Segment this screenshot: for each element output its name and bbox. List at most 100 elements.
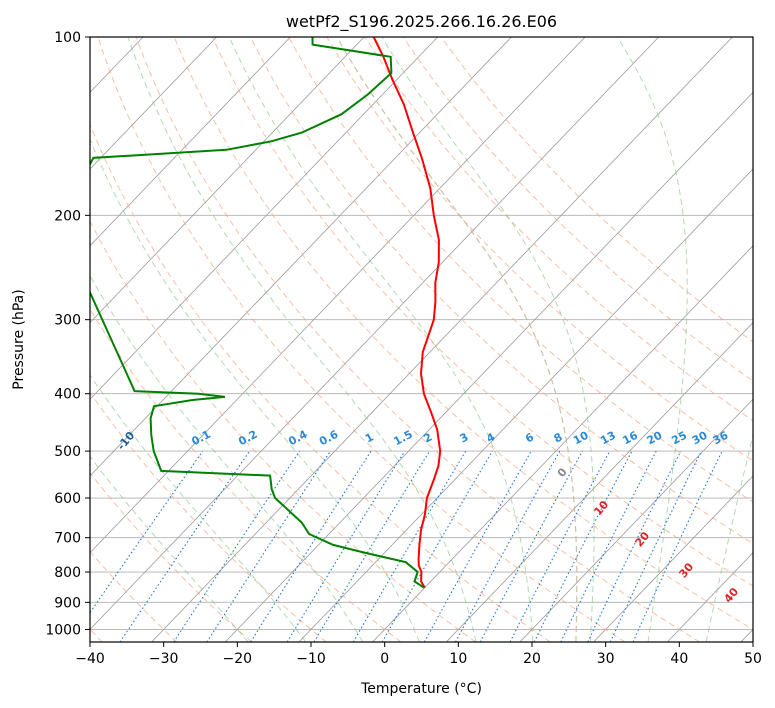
x-tick-label: −10 xyxy=(296,651,326,667)
x-tick-label: −40 xyxy=(75,651,105,667)
x-tick-label: 10 xyxy=(449,651,467,667)
isotherm-line xyxy=(90,37,512,477)
dry-adiabat-line xyxy=(440,37,753,343)
mixing-ratio-label: 0.2 xyxy=(236,428,259,449)
dry-adiabat-label: -20 xyxy=(35,401,58,425)
x-tick-label: −30 xyxy=(149,651,179,667)
mixing-ratio-label: 0.4 xyxy=(286,428,310,449)
sounding-series xyxy=(90,37,442,589)
mixing-ratio-label: 1 xyxy=(363,430,376,445)
mixing-ratio-label: 1.5 xyxy=(391,428,414,449)
moist-adiabat-label: 10 xyxy=(591,498,611,518)
isotherm-line xyxy=(667,552,753,642)
isotherm-line xyxy=(740,628,753,642)
dry-adiabat-line xyxy=(90,220,476,642)
mixing-ratio-label: 36 xyxy=(711,429,731,448)
mixing-ratio-line xyxy=(352,450,467,642)
isotherm-line xyxy=(225,91,753,642)
mixing-ratio-line xyxy=(609,450,702,642)
y-tick-label: 400 xyxy=(54,387,81,403)
mixing-ratio-label: 25 xyxy=(669,429,689,448)
isotherm-line xyxy=(151,37,733,642)
dry-adiabat-line xyxy=(97,37,626,642)
dry-adiabat-line xyxy=(90,391,327,642)
mixing-ratio-label: 13 xyxy=(598,429,618,448)
mixing-ratio-line xyxy=(250,450,372,642)
mixing-ratio-line xyxy=(423,450,532,642)
isotherm-grid xyxy=(90,37,753,642)
isotherm-line xyxy=(90,37,217,170)
moist-adiabat-line xyxy=(90,138,420,642)
mixing-ratio-label: 0.6 xyxy=(317,428,341,449)
dry-adiabat-line xyxy=(173,37,753,630)
y-tick-label: 800 xyxy=(54,565,81,581)
mixing-ratio-label: 3 xyxy=(458,430,471,445)
x-axis: −40 −30 −20 −10 0 10 20 30 40 50 xyxy=(75,642,762,667)
isotherm-line xyxy=(372,245,753,642)
moist-adiabat-line xyxy=(90,374,307,642)
x-tick-label: 40 xyxy=(670,651,688,667)
moist-adiabat-line xyxy=(336,37,578,642)
plot-frame xyxy=(89,36,754,643)
mixing-ratio-line xyxy=(455,450,561,642)
x-tick-label: 0 xyxy=(380,651,389,667)
mixing-ratio-line xyxy=(119,450,251,642)
x-tick-label: 30 xyxy=(597,651,615,667)
mixing-ratio-label: 8 xyxy=(552,430,565,445)
moist-adiabat-line xyxy=(381,37,595,642)
dry-adiabat-line xyxy=(402,37,753,382)
isobar-grid xyxy=(90,37,753,630)
mixing-ratio-label: 30 xyxy=(690,429,710,448)
x-tick-label: 50 xyxy=(744,651,762,667)
dry-adiabat-lines xyxy=(90,37,753,642)
x-axis-label: Temperature (°C) xyxy=(360,681,482,697)
isotherm-line xyxy=(446,321,753,642)
isotherm-line xyxy=(519,398,753,642)
mixing-ratio-lines xyxy=(90,450,723,642)
y-tick-label: 300 xyxy=(54,313,81,329)
mixing-ratio-label: 4 xyxy=(484,430,497,445)
y-tick-label: 600 xyxy=(54,491,81,507)
isotherm-line xyxy=(90,37,586,554)
dry-adiabat-line xyxy=(90,123,551,642)
moist-adiabat-line xyxy=(616,37,688,642)
mixing-ratio-label: 10 xyxy=(571,429,591,448)
mixing-ratio-label: 2 xyxy=(421,430,434,445)
mixing-ratio-label: 6 xyxy=(523,430,536,445)
y-tick-label: 200 xyxy=(54,208,81,224)
x-tick-label: 20 xyxy=(523,651,541,667)
moist-adiabat-line xyxy=(90,274,364,642)
isotherm-line xyxy=(90,37,365,324)
mixing-ratio-label: 16 xyxy=(620,429,640,448)
moist-adiabat-label: 0 xyxy=(555,465,570,479)
mixing-ratio-line xyxy=(632,450,723,642)
line-labels: 0.10.20.40.611.52346810131620253036-100-… xyxy=(35,401,742,606)
isotherm-line xyxy=(593,475,753,642)
mixing-ratio-label: 20 xyxy=(645,429,665,448)
mixing-ratio-line xyxy=(381,450,493,642)
dewpoint-line xyxy=(90,37,425,589)
isotherm-line xyxy=(90,37,291,247)
dry-adiabat-line xyxy=(135,37,700,642)
y-axis: 100 200 300 400 500 600 700 800 900 1000 xyxy=(45,30,90,638)
mixing-ratio-line xyxy=(206,450,331,642)
mixing-ratio-line xyxy=(173,450,301,642)
chart-title: wetPf2_S196.2025.266.16.26.E06 xyxy=(286,12,557,32)
dry-adiabat-line xyxy=(90,471,252,642)
moist-adiabat-label: 30 xyxy=(676,560,696,580)
y-tick-label: 900 xyxy=(54,595,81,611)
isotherm-line xyxy=(90,37,438,400)
mixing-ratio-line xyxy=(560,450,657,642)
moist-adiabat-line xyxy=(705,432,753,642)
moist-adiabat-line xyxy=(228,37,534,642)
y-tick-label: 1000 xyxy=(45,622,81,638)
mixing-ratio-line xyxy=(479,450,583,642)
moist-adiabat-line xyxy=(127,37,477,642)
dry-adiabat-line xyxy=(90,308,402,642)
dry-adiabat-line xyxy=(211,37,753,587)
mixing-ratio-line xyxy=(533,450,633,642)
dry-adiabat-line xyxy=(364,37,753,422)
x-tick-label: −20 xyxy=(223,651,253,667)
y-tick-label: 100 xyxy=(54,30,81,46)
